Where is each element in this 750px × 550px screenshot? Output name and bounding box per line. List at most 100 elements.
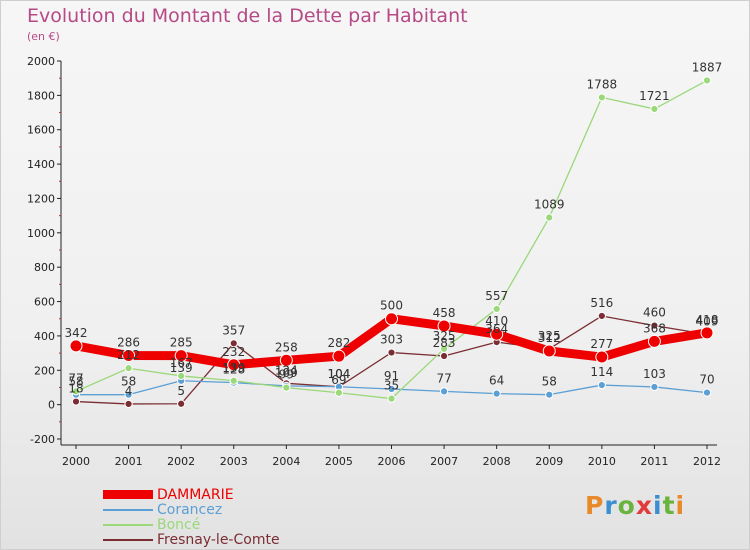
data-point bbox=[650, 382, 659, 392]
data-point bbox=[387, 348, 396, 357]
data-label: 500 bbox=[380, 299, 403, 313]
legend-swatch bbox=[103, 508, 153, 511]
data-point bbox=[332, 349, 346, 363]
x-tick-label: 2001 bbox=[115, 455, 143, 468]
chart-legend: DAMMARIE Corancez Boncé Fresnay-le-Comte bbox=[103, 487, 280, 548]
x-tick-label: 2008 bbox=[483, 455, 511, 468]
data-point bbox=[229, 376, 238, 385]
data-label: 410 bbox=[485, 314, 508, 328]
data-label: 70 bbox=[699, 373, 714, 387]
data-point bbox=[597, 93, 606, 102]
data-label: 69 bbox=[331, 373, 346, 387]
legend-swatch bbox=[103, 523, 153, 526]
data-point bbox=[71, 387, 81, 396]
data-label: 167 bbox=[170, 356, 193, 370]
data-label: 325 bbox=[538, 329, 561, 343]
data-label: 232 bbox=[222, 345, 245, 359]
legend-item: Boncé bbox=[103, 517, 280, 533]
y-tick-label: 800 bbox=[34, 261, 55, 274]
x-tick-label: 2012 bbox=[693, 455, 721, 468]
data-label: 460 bbox=[643, 306, 666, 320]
data-label: 282 bbox=[327, 336, 350, 350]
data-label: 77 bbox=[68, 371, 83, 385]
data-label: 139 bbox=[170, 361, 193, 375]
data-label: 4 bbox=[125, 384, 133, 398]
data-point bbox=[700, 326, 714, 340]
y-tick-label: 0 bbox=[48, 399, 55, 412]
chart-title: Evolution du Montant de la Dette par Hab… bbox=[27, 5, 468, 27]
data-label: 1887 bbox=[692, 60, 723, 74]
data-point bbox=[69, 339, 83, 353]
data-point bbox=[385, 312, 398, 326]
logo-letter: r bbox=[604, 491, 618, 520]
data-point bbox=[387, 394, 396, 403]
data-label: 303 bbox=[380, 333, 403, 347]
data-point bbox=[177, 399, 186, 408]
legend-label: Fresnay-le-Comte bbox=[157, 531, 280, 548]
logo-letter: P bbox=[585, 491, 605, 520]
data-point bbox=[650, 321, 659, 330]
data-point bbox=[124, 399, 133, 409]
y-tick-label: 400 bbox=[34, 330, 55, 343]
data-label: 1721 bbox=[639, 89, 670, 103]
data-label: 1788 bbox=[587, 77, 618, 91]
data-point bbox=[71, 397, 81, 406]
data-point bbox=[650, 104, 659, 114]
data-label: 124 bbox=[275, 363, 298, 377]
y-tick-label: 600 bbox=[34, 296, 55, 309]
x-tick-label: 2007 bbox=[430, 455, 458, 468]
data-label: 342 bbox=[65, 326, 88, 340]
legend-item: Fresnay-le-Comte bbox=[103, 531, 280, 548]
data-point bbox=[542, 344, 556, 358]
data-point bbox=[492, 389, 501, 398]
data-label: 312 bbox=[538, 331, 561, 345]
data-point bbox=[124, 390, 133, 399]
logo-letter: t bbox=[662, 491, 676, 520]
data-label: 128 bbox=[222, 363, 245, 377]
data-label: 5 bbox=[177, 384, 185, 398]
data-point bbox=[702, 76, 712, 85]
legend-item: DAMMARIE bbox=[103, 487, 280, 503]
data-label: 357 bbox=[222, 323, 245, 337]
logo-letter: o bbox=[617, 491, 636, 520]
data-label: 516 bbox=[590, 296, 613, 310]
data-label: 58 bbox=[542, 375, 557, 389]
data-label: 104 bbox=[327, 367, 350, 381]
data-label: 1089 bbox=[534, 198, 565, 212]
x-tick-label: 2000 bbox=[62, 455, 90, 468]
data-label: 458 bbox=[433, 306, 456, 320]
proxiti-logo: Proxiti bbox=[585, 491, 685, 520]
chart-subtitle: (en €) bbox=[27, 30, 60, 43]
data-label: 325 bbox=[433, 329, 456, 343]
x-tick-label: 2004 bbox=[272, 455, 300, 468]
legend-label: Corancez bbox=[157, 501, 223, 518]
data-label: 283 bbox=[433, 336, 456, 350]
data-point bbox=[229, 339, 238, 348]
data-point bbox=[439, 344, 449, 353]
data-point bbox=[279, 353, 293, 367]
data-point bbox=[439, 387, 449, 396]
data-point bbox=[174, 349, 188, 363]
data-label: 77 bbox=[436, 371, 451, 385]
x-tick-label: 2010 bbox=[588, 455, 616, 468]
data-label: 64 bbox=[489, 374, 504, 388]
data-label: 18 bbox=[68, 382, 83, 396]
data-point bbox=[282, 383, 291, 392]
y-tick-label: 1400 bbox=[27, 158, 55, 171]
y-tick-label: -200 bbox=[30, 433, 55, 446]
data-point bbox=[124, 364, 133, 373]
data-label: 104 bbox=[327, 367, 350, 381]
data-point bbox=[227, 358, 241, 372]
x-tick-label: 2009 bbox=[535, 455, 563, 468]
data-point bbox=[545, 213, 554, 222]
legend-item: Corancez bbox=[103, 501, 280, 518]
data-label: 557 bbox=[485, 289, 508, 303]
data-label: 99 bbox=[279, 368, 294, 382]
data-label: 286 bbox=[117, 335, 140, 349]
y-tick-label: 200 bbox=[34, 364, 55, 377]
data-label: 212 bbox=[117, 348, 140, 362]
y-tick-label: 1000 bbox=[27, 227, 55, 240]
data-point bbox=[122, 348, 136, 362]
legend-swatch bbox=[103, 538, 153, 541]
